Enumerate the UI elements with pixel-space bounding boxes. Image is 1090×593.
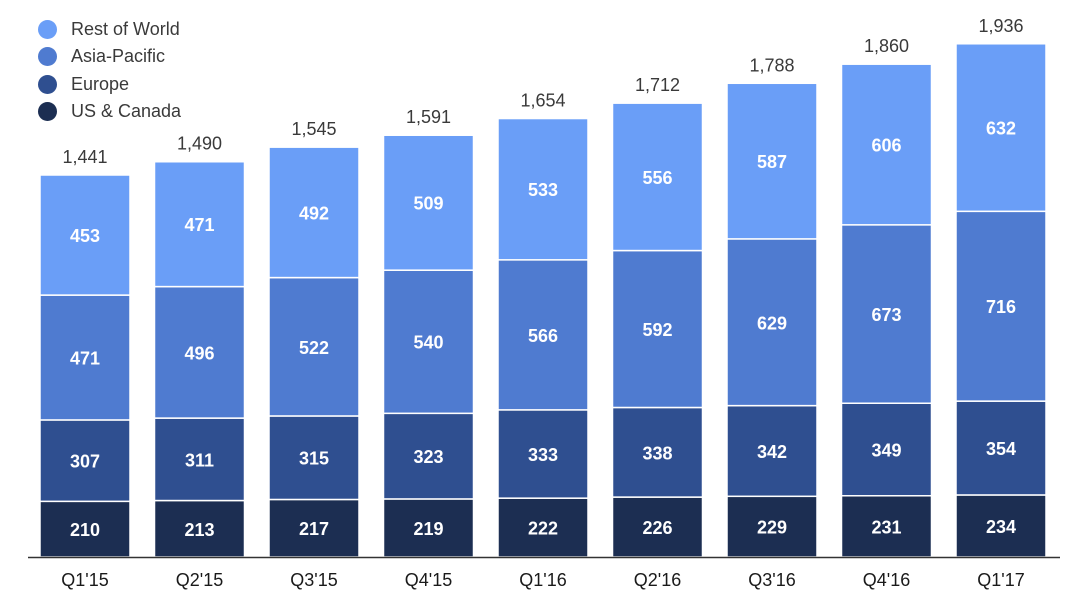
x-tick-label-q2-16: Q2'16 [634,570,681,590]
total-label-q2-15: 1,490 [177,134,222,154]
data-label-asia-pacific-q3-15: 522 [299,338,329,358]
data-label-us-canada-q1-15: 210 [70,520,100,540]
bar-segment-asia-pacific-q3-15 [268,276,360,417]
bar-segment-europe-q3-15 [268,415,360,501]
data-label-europe-q2-15: 311 [185,450,214,470]
legend-label-us-canada: US & Canada [71,101,182,122]
total-label-q1-17: 1,936 [978,16,1023,36]
x-tick-label-q4-16: Q4'16 [863,570,910,590]
bar-segment-rest-of-world-q3-16 [726,82,818,240]
data-label-us-canada-q2-16: 226 [642,518,672,538]
legend-label-europe: Europe [71,73,130,94]
total-label-q4-16: 1,860 [864,36,909,56]
data-label-asia-pacific-q1-15: 471 [70,349,100,369]
bar-segment-asia-pacific-q3-16 [726,238,818,407]
x-tick-label-q3-15: Q3'15 [290,570,337,590]
data-label-us-canada-q4-15: 219 [413,519,443,539]
bar-segment-asia-pacific-q2-16 [611,249,704,409]
segment-labels-group: 210 307 471 453 213 311 496 471 217 315 522 492 219 3… [70,119,1016,541]
x-tick-label-q1-16: Q1'16 [519,570,566,590]
legend-item-europe: Europe [38,71,181,98]
bar-segment-asia-pacific-q1-17 [955,210,1047,402]
data-label-rest-of-world-q1-16: 533 [528,180,558,200]
x-tick-label-q4-15: Q4'15 [405,570,452,590]
bar-segment-europe-q1-17 [955,400,1047,496]
data-label-asia-pacific-q3-16: 629 [757,313,787,333]
data-label-asia-pacific-q2-15: 496 [184,343,214,363]
data-label-rest-of-world-q2-15: 471 [184,215,214,235]
legend-item-asia-pacific: Asia-Pacific [38,43,181,70]
bar-segment-us-canada-q2-16 [611,496,704,558]
bar-segment-asia-pacific-q2-15 [153,285,246,419]
data-label-rest-of-world-q1-17: 632 [986,119,1016,139]
data-label-rest-of-world-q1-15: 453 [70,226,100,246]
bar-segment-europe-q4-16 [840,402,933,497]
data-label-rest-of-world-q4-15: 509 [413,194,443,214]
bar-segment-us-canada-q1-15 [39,500,131,558]
bar-segment-asia-pacific-q1-16 [497,259,589,411]
data-label-us-canada-q3-16: 229 [757,518,787,538]
legend-label-asia-pacific: Asia-Pacific [71,46,166,67]
legend: Rest of World Asia-Pacific Europe US & C… [38,16,181,125]
data-label-rest-of-world-q4-16: 606 [871,136,901,156]
bar-segment-asia-pacific-q4-15 [382,269,475,415]
data-label-europe-q1-16: 333 [528,445,558,465]
bar-segment-rest-of-world-q1-17 [955,43,1047,213]
data-label-asia-pacific-q1-16: 566 [528,326,558,346]
data-label-asia-pacific-q4-15: 540 [413,333,443,353]
bar-segment-rest-of-world-q2-15 [153,160,246,288]
data-label-us-canada-q2-15: 213 [184,520,214,540]
data-label-asia-pacific-q1-17: 716 [986,297,1016,317]
data-label-europe-q3-15: 315 [299,449,329,469]
total-label-q4-15: 1,591 [406,107,451,127]
bar-segment-europe-q2-15 [153,417,246,502]
total-label-q2-16: 1,712 [635,75,680,95]
x-tick-label-q1-15: Q1'15 [61,570,108,590]
data-label-rest-of-world-q3-15: 492 [299,203,329,223]
bar-segment-europe-q3-16 [726,404,818,498]
data-label-europe-q1-17: 354 [986,439,1016,459]
bar-segment-rest-of-world-q1-16 [497,117,589,261]
data-label-europe-q4-16: 349 [871,441,901,461]
bar-segment-rest-of-world-q4-16 [840,63,933,226]
data-label-europe-q1-15: 307 [70,452,100,472]
data-label-asia-pacific-q4-16: 673 [871,305,901,325]
legend-item-rest-of-world: Rest of World [38,16,181,43]
total-label-q3-15: 1,545 [291,119,336,139]
data-label-europe-q4-15: 323 [413,447,443,467]
bar-segment-rest-of-world-q3-15 [268,146,360,279]
bar-segment-rest-of-world-q4-15 [382,134,475,271]
bar-segment-us-canada-q4-16 [840,495,933,558]
data-label-us-canada-q3-15: 217 [299,519,329,539]
x-tick-labels-group: Q1'15 Q2'15 Q3'15 Q4'15 Q1'16 Q2'16 Q3'16 Q4'16… [61,570,1024,590]
total-label-q3-16: 1,788 [749,55,794,75]
data-label-asia-pacific-q2-16: 592 [642,320,672,340]
bar-segment-rest-of-world-q2-16 [611,102,704,252]
bar-segment-rest-of-world-q1-15 [39,174,131,296]
legend-swatch-europe [38,74,57,94]
total-label-q1-15: 1,441 [62,147,107,167]
data-label-rest-of-world-q3-16: 587 [757,152,787,172]
bar-segment-europe-q1-15 [39,419,131,503]
legend-label-rest-of-world: Rest of World [71,19,180,40]
bar-segment-us-canada-q1-16 [497,497,589,558]
data-label-europe-q3-16: 342 [757,442,787,462]
data-label-rest-of-world-q2-16: 556 [642,168,672,188]
legend-swatch-asia-pacific [38,47,57,67]
legend-swatch-us-canada [38,102,57,122]
data-label-us-canada-q4-16: 231 [871,517,901,537]
legend-item-us-canada: US & Canada [38,98,181,125]
data-label-us-canada-q1-16: 222 [528,519,558,539]
data-label-europe-q2-16: 338 [642,443,672,463]
x-tick-label-q1-17: Q1'17 [977,570,1024,590]
bar-segment-europe-q1-16 [497,409,589,499]
total-labels-group: 1,441 1,490 1,545 1,591 1,654 1,712 1,788 1,860… [62,16,1023,167]
legend-swatch-rest-of-world [38,20,57,40]
x-tick-label-q2-15: Q2'15 [176,570,223,590]
bars-group [39,43,1047,558]
x-tick-label-q3-16: Q3'16 [748,570,795,590]
total-label-q1-16: 1,654 [520,91,565,111]
data-label-us-canada-q1-17: 234 [986,517,1016,537]
